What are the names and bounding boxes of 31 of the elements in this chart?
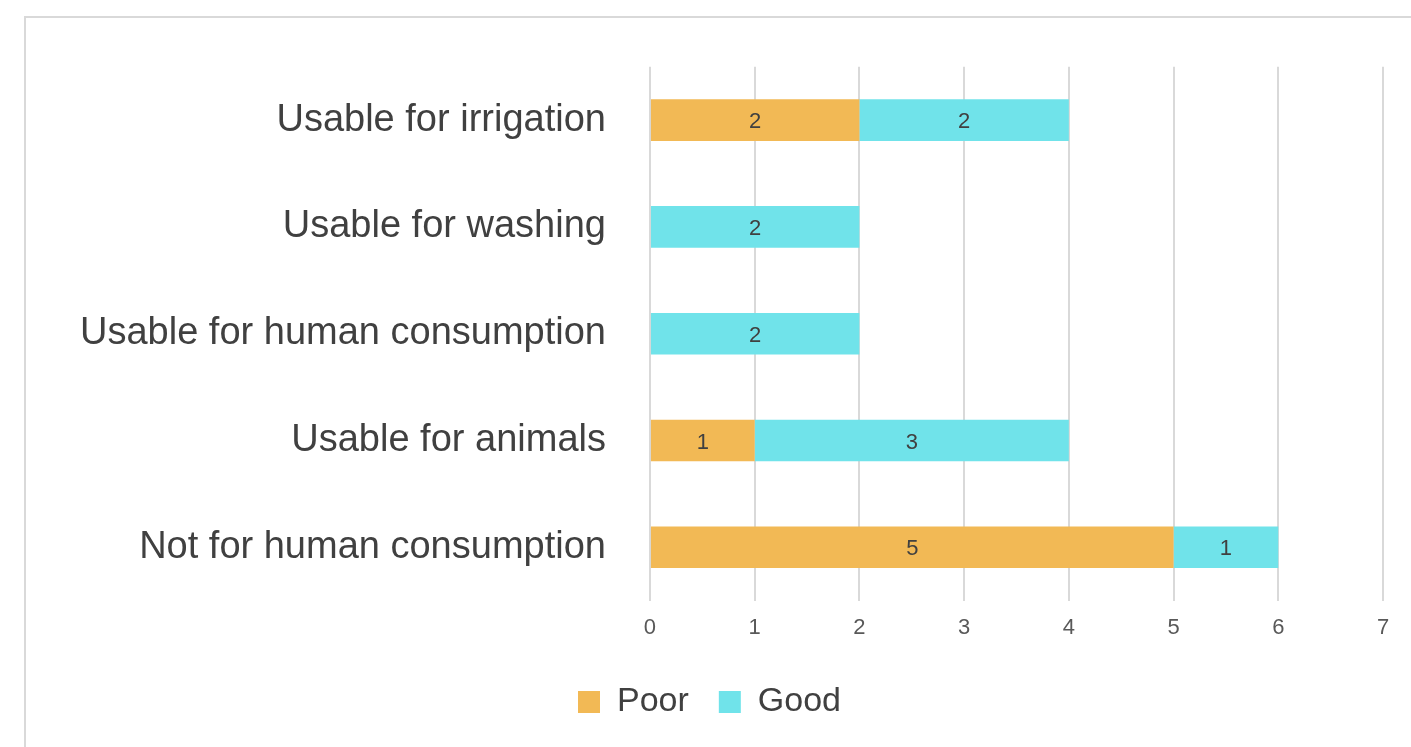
bar (650, 206, 860, 248)
bar (650, 419, 755, 462)
data-label: 2 (749, 321, 762, 347)
bar (754, 419, 1069, 462)
bar (650, 99, 860, 141)
bar (859, 99, 1069, 141)
y-tick-label: Usable for human consumption (80, 310, 606, 353)
data-label: 2 (749, 108, 762, 134)
x-tick-label: 0 (643, 613, 657, 639)
x-tick-label: 4 (1062, 613, 1075, 639)
x-tick-label: 6 (1272, 613, 1285, 639)
data-label: 2 (957, 108, 971, 134)
bar (650, 312, 860, 355)
y-tick-label: Usable for animals (291, 416, 606, 459)
x-tick-label: 2 (853, 613, 866, 639)
y-tick-label: Not for human consumption (139, 523, 606, 566)
y-tick-label: Usable for irrigation (276, 96, 606, 139)
data-label: 1 (696, 428, 709, 454)
bar (1173, 526, 1279, 569)
data-label: 5 (906, 535, 919, 561)
data-label: 3 (905, 428, 918, 454)
x-tick-label: 7 (1376, 613, 1390, 639)
legend-label: Good (757, 680, 842, 719)
data-label: 1 (1219, 535, 1233, 561)
legend-label: Poor (617, 680, 689, 719)
x-tick-label: 5 (1167, 613, 1180, 639)
x-tick-label: 3 (957, 613, 971, 639)
y-tick-label: Usable for washing (282, 203, 606, 246)
data-label: 2 (749, 215, 762, 240)
bar (650, 526, 1174, 569)
x-tick-label: 1 (748, 613, 761, 639)
